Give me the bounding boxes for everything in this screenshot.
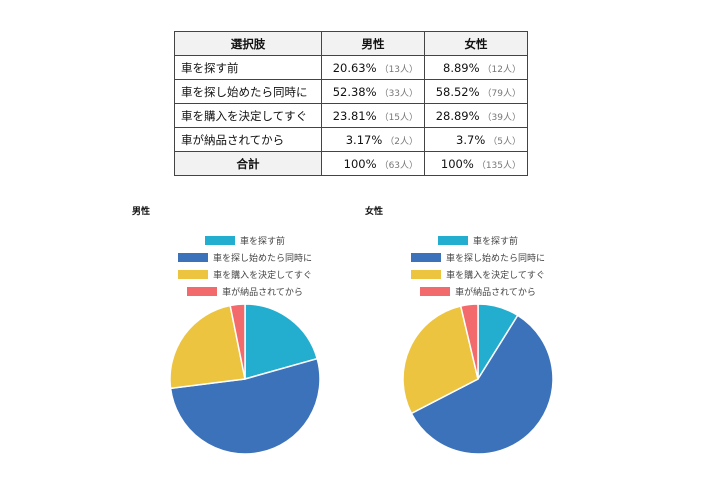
legend-swatch (420, 287, 451, 296)
legend-label: 車を探す前 (472, 237, 518, 247)
male-count: （15人） (379, 112, 419, 123)
male-total-cell: 100% （63人） (321, 151, 426, 176)
legend-item: 車を探す前 (378, 232, 578, 249)
legend-swatch (437, 236, 468, 245)
female-total-percent: 100% (440, 156, 474, 171)
header-male: 男性 (321, 31, 426, 56)
male-pie-chart (169, 303, 321, 455)
pie-slice (169, 357, 321, 455)
legend-label: 車を探す前 (239, 237, 285, 247)
pie-slice (402, 305, 479, 415)
female-cell: 8.89% （12人） (424, 55, 528, 80)
male-count: （2人） (385, 136, 419, 147)
legend-item: 車が納品されてから (145, 283, 345, 300)
legend-label: 車が納品されてから (455, 288, 536, 298)
legend-item: 車を探し始めたら同時に (145, 249, 345, 266)
table-row: 車を探し始めたら同時に 52.38% （33人） 58.52% （79人） (173, 79, 528, 104)
pie-slice (244, 303, 319, 380)
legend-swatch (177, 253, 208, 262)
female-percent: 58.52% (435, 84, 480, 99)
female-total-count: （135人） (476, 160, 521, 171)
male-cell: 20.63% （13人） (321, 55, 426, 80)
male-pie-title: 男性 (132, 207, 151, 217)
legend-label: 車を探し始めたら同時に (445, 254, 545, 264)
female-count: （79人） (482, 88, 521, 99)
legend-swatch (187, 287, 218, 296)
header-option: 選択肢 (173, 31, 323, 56)
legend-item: 車を探す前 (145, 232, 345, 249)
female-total-cell: 100% （135人） (424, 151, 528, 176)
female-percent: 8.89% (443, 60, 480, 75)
male-count: （13人） (379, 64, 419, 75)
table-row: 車を探す前 20.63% （13人） 8.89% （12人） (173, 55, 528, 80)
female-percent: 3.7% (456, 132, 486, 147)
female-count: （5人） (488, 136, 521, 147)
female-pie-title: 女性 (365, 207, 384, 217)
male-pie-legend: 車を探す前 車を探し始めたら同時に 車を購入を決定してすぐ 車が納品されてから (145, 232, 345, 300)
male-cell: 52.38% （33人） (321, 79, 426, 104)
option-cell: 車を購入を決定してすぐ (173, 103, 323, 128)
legend-swatch (410, 253, 441, 262)
option-cell: 車を探し始めたら同時に (173, 79, 323, 104)
pie-slice (229, 303, 246, 380)
pie-slice (459, 303, 479, 380)
total-label: 合計 (173, 151, 323, 176)
legend-label: 車を購入を決定してすぐ (213, 271, 312, 281)
legend-item: 車を探し始めたら同時に (378, 249, 578, 266)
table-total-row: 合計 100% （63人） 100% （135人） (173, 151, 528, 176)
table-header-row: 選択肢 男性 女性 (173, 31, 528, 56)
female-cell: 28.89% （39人） (424, 103, 528, 128)
pie-slice (410, 314, 554, 455)
male-percent: 3.17% (345, 132, 383, 147)
summary-table: 選択肢 男性 女性 車を探す前 20.63% （13人） 8.89% （12人） 車… (173, 31, 528, 176)
legend-item: 車を購入を決定してすぐ (378, 266, 578, 283)
female-count: （12人） (482, 64, 521, 75)
female-cell: 58.52% （79人） (424, 79, 528, 104)
legend-label: 車が納品されてから (222, 288, 303, 298)
male-count: （33人） (379, 88, 419, 99)
male-percent: 20.63% (332, 60, 377, 75)
header-female: 女性 (424, 31, 528, 56)
legend-swatch (178, 270, 209, 279)
female-count: （39人） (482, 112, 521, 123)
table-row: 車を購入を決定してすぐ 23.81% （15人） 28.89% （39人） (173, 103, 528, 128)
legend-label: 車を購入を決定してすぐ (446, 271, 545, 281)
male-total-percent: 100% (343, 156, 377, 171)
option-cell: 車が納品されてから (173, 127, 323, 152)
male-percent: 52.38% (332, 84, 377, 99)
legend-swatch (411, 270, 442, 279)
table-row: 車が納品されてから 3.17% （2人） 3.7% （5人） (173, 127, 528, 152)
female-pie-legend: 車を探す前 車を探し始めたら同時に 車を購入を決定してすぐ 車が納品されてから (378, 232, 578, 300)
legend-swatch (204, 236, 235, 245)
male-cell: 3.17% （2人） (321, 127, 426, 152)
male-percent: 23.81% (332, 108, 377, 123)
female-percent: 28.89% (435, 108, 480, 123)
female-cell: 3.7% （5人） (424, 127, 528, 152)
legend-item: 車が納品されてから (378, 283, 578, 300)
option-cell: 車を探す前 (173, 55, 323, 80)
legend-item: 車を購入を決定してすぐ (145, 266, 345, 283)
male-total-count: （63人） (379, 160, 419, 171)
pie-slice (169, 304, 246, 390)
female-pie-chart (402, 303, 554, 455)
male-cell: 23.81% （15人） (321, 103, 426, 128)
legend-label: 車を探し始めたら同時に (212, 254, 312, 264)
